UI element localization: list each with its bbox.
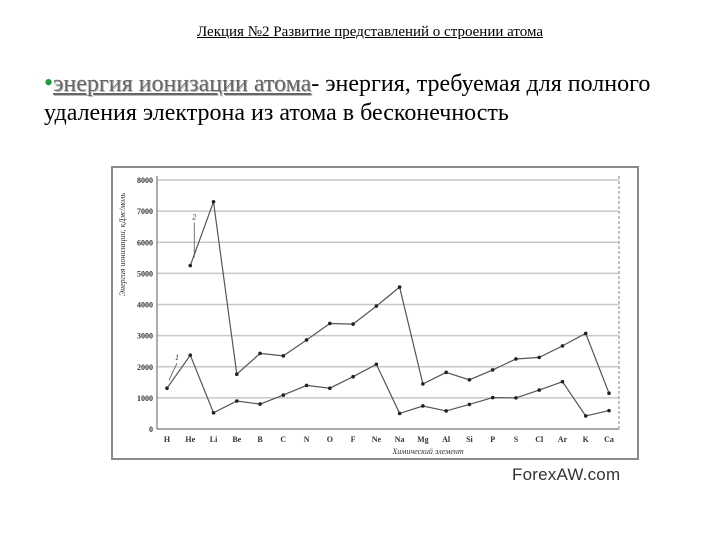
data-point-series-2: [607, 391, 611, 396]
data-point-series-1: [351, 374, 355, 379]
data-point-series-2: [490, 368, 495, 372]
data-point-series-2: [583, 331, 588, 336]
x-tick-label: K: [583, 435, 590, 444]
x-tick-label: Ar: [558, 435, 568, 444]
x-tick-label: F: [351, 435, 356, 444]
data-point-series-2: [397, 285, 402, 289]
x-tick-label: Ne: [372, 435, 382, 444]
x-tick-label: Ca: [604, 435, 614, 444]
y-tick-label: 2000: [137, 363, 153, 372]
data-point-series-1: [514, 396, 518, 400]
data-point-series-1: [304, 383, 309, 388]
watermark-logo: ForexAW.com: [512, 465, 621, 484]
series-label-leader: [168, 363, 178, 381]
data-point-series-2: [560, 344, 565, 348]
x-tick-label: H: [164, 435, 171, 444]
data-point-series-1: [397, 411, 402, 416]
data-point-series-2: [211, 199, 216, 204]
x-tick-label: Li: [210, 435, 218, 444]
data-point-series-1: [607, 408, 611, 413]
y-tick-label: 5000: [137, 269, 153, 278]
data-point-series-1: [374, 362, 379, 367]
x-tick-label: Be: [232, 435, 241, 444]
x-tick-label: O: [327, 435, 333, 444]
data-point-series-2: [351, 322, 355, 326]
y-tick-label: 4000: [137, 301, 153, 310]
data-point-series-2: [234, 372, 239, 377]
y-tick-label: 0: [149, 425, 153, 434]
x-tick-label: Si: [466, 435, 473, 444]
definition-term: энергия ионизации атома: [53, 71, 312, 97]
data-point-series-1: [467, 402, 472, 407]
data-point-series-2: [258, 351, 262, 356]
x-axis-title: Химический элемент: [391, 447, 464, 456]
y-tick-label: 1000: [137, 394, 153, 403]
definition-bullet: •энергия ионизации атома- энергия, требу…: [44, 68, 694, 128]
data-point-series-2: [374, 304, 379, 308]
x-tick-label: Na: [395, 435, 405, 444]
bullet-dot-icon: •: [44, 68, 54, 97]
y-tick-label: 7000: [137, 207, 153, 216]
chart-frame: [111, 166, 639, 460]
series-line-2: [189, 201, 610, 394]
x-tick-label: P: [490, 435, 495, 444]
data-point-series-1: [188, 353, 193, 358]
x-tick-label: He: [185, 435, 195, 444]
data-point-series-2: [304, 338, 309, 342]
data-point-series-1: [444, 409, 448, 413]
x-tick-label: S: [514, 435, 519, 444]
y-tick-label: 8000: [137, 176, 153, 185]
x-tick-label: Mg: [417, 435, 429, 444]
data-point-series-1: [490, 395, 495, 400]
data-point-series-1: [328, 386, 332, 391]
data-point-series-2: [281, 354, 286, 358]
data-point-series-2: [514, 357, 518, 361]
data-point-series-2: [421, 382, 425, 386]
data-point-series-1: [560, 379, 565, 384]
definition-text: - энергия, требуемая для полного удалени…: [44, 71, 651, 126]
data-point-series-1: [211, 411, 216, 415]
ionization-energy-chart: 0 1000 2000 3000 4000 5000 6000 7000 8000 H He Li Be…: [118, 176, 620, 456]
y-tick-label: 3000: [137, 332, 153, 341]
data-point-series-1: [583, 414, 588, 418]
data-point-series-2: [537, 355, 542, 360]
series-line-1: [166, 353, 610, 417]
x-tick-label: B: [257, 435, 263, 444]
series-label: 2: [192, 213, 196, 222]
data-point-series-2: [188, 263, 193, 268]
data-point-series-2: [467, 378, 472, 382]
x-tick-label: N: [304, 435, 310, 444]
data-point-series-2: [328, 321, 332, 326]
data-point-series-1: [234, 399, 239, 403]
y-axis-title: Энергия ионизации, кДж/моль: [118, 193, 127, 297]
data-point-series-1: [537, 388, 542, 392]
data-point-series-1: [258, 402, 262, 406]
data-point-series-1: [281, 393, 286, 397]
x-tick-label: C: [280, 435, 286, 444]
data-point-series-1: [165, 386, 169, 391]
data-point-series-2: [444, 370, 448, 375]
slide-title: Лекция №2 Развитие представлений о строе…: [196, 24, 544, 40]
x-tick-label: Al: [442, 435, 451, 444]
x-tick-label: Cl: [535, 435, 544, 444]
y-tick-label: 6000: [137, 238, 153, 247]
data-point-series-1: [421, 404, 425, 408]
series-label: 1: [175, 353, 179, 362]
